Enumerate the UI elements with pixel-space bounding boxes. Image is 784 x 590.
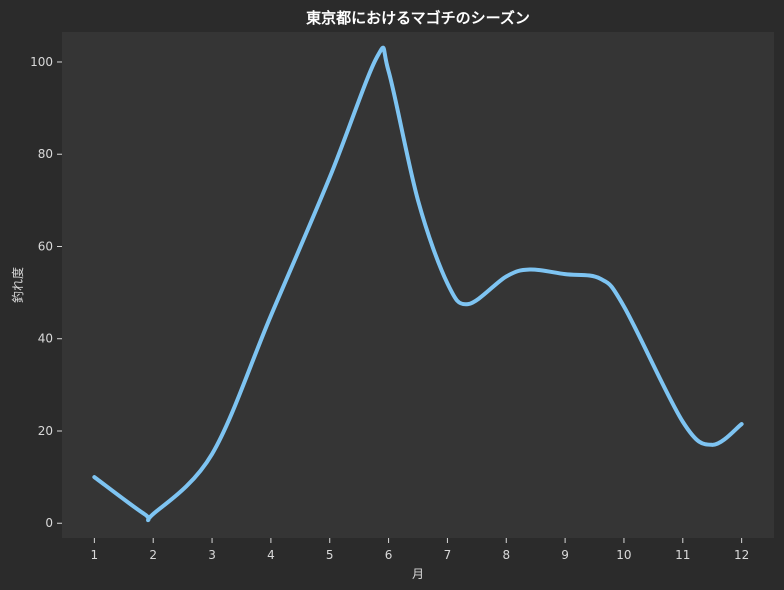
- chart-title: 東京都におけるマゴチのシーズン: [306, 9, 530, 27]
- x-tick-label: 2: [149, 548, 157, 562]
- x-tick-label: 11: [675, 548, 690, 562]
- y-tick-label: 60: [38, 239, 53, 253]
- x-tick-label: 9: [561, 548, 569, 562]
- x-tick-label: 4: [267, 548, 275, 562]
- y-tick-label: 20: [38, 424, 53, 438]
- x-tick-label: 6: [385, 548, 393, 562]
- y-tick-label: 100: [30, 55, 53, 69]
- x-tick-label: 5: [326, 548, 334, 562]
- x-tick-label: 1: [91, 548, 99, 562]
- x-tick-label: 3: [208, 548, 216, 562]
- x-axis: 1 2 3 4 5 6 7 8 9 10 11 12: [91, 538, 749, 562]
- x-tick-label: 12: [734, 548, 749, 562]
- series-layer: [92, 45, 744, 523]
- x-tick-label: 7: [444, 548, 452, 562]
- x-tick-label: 8: [502, 548, 510, 562]
- y-axis-label: 釣れ度: [10, 267, 25, 303]
- y-tick-label: 80: [38, 147, 53, 161]
- plot-area: [62, 32, 774, 538]
- y-axis: 0 20 40 60 80 100: [30, 55, 62, 530]
- series-line: [92, 45, 744, 523]
- y-tick-label: 40: [38, 332, 53, 346]
- y-tick-label: 0: [45, 516, 53, 530]
- x-tick-label: 10: [616, 548, 631, 562]
- x-axis-label: 月: [412, 567, 424, 581]
